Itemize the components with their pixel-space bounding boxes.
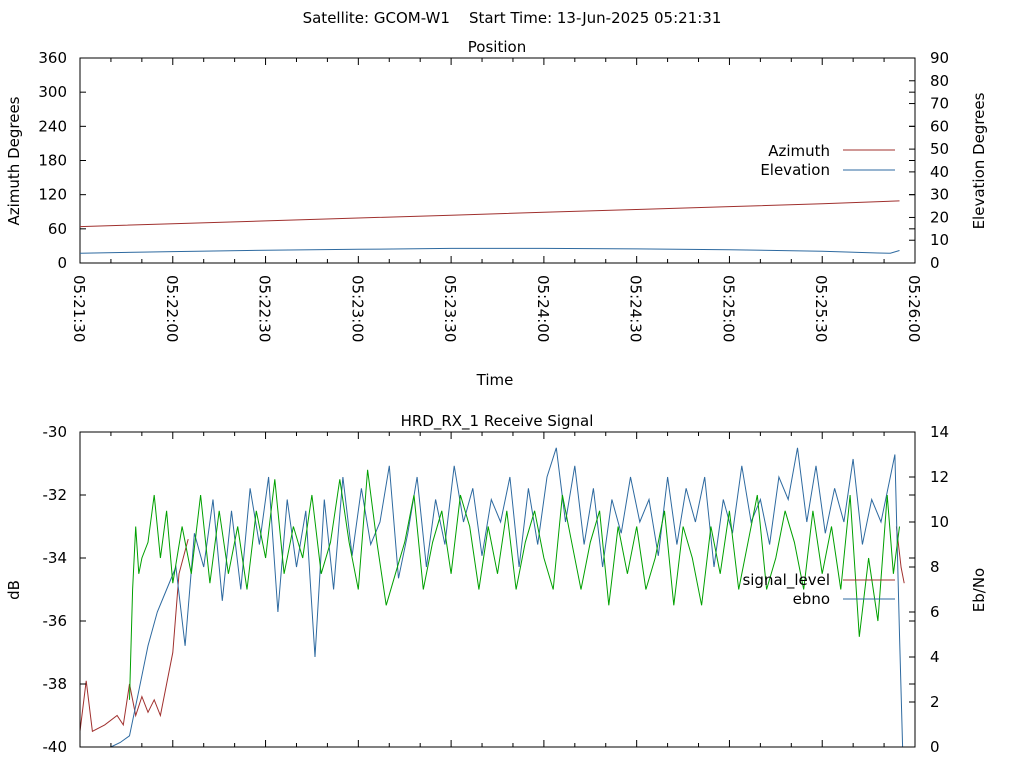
position-x-tick-label: 05:24:00: [534, 275, 552, 342]
position-y2-tick-label: 0: [930, 254, 940, 272]
position-y-tick-label: 300: [38, 83, 67, 101]
series-line-green-trace: [129, 469, 900, 700]
legend-label-signal-level: signal_level: [742, 571, 830, 590]
position-y-tick-label: 180: [38, 152, 67, 170]
legend-label-elevation: Elevation: [760, 161, 830, 179]
receive-y-tick-label: -38: [43, 675, 68, 693]
position-x-tick-label: 05:21:30: [70, 275, 88, 342]
position-y2-tick-label: 70: [930, 95, 949, 113]
position-chart-title: Position: [468, 38, 526, 56]
receive-y-tick-label: -30: [43, 423, 68, 441]
position-y-tick-label: 0: [57, 254, 67, 272]
position-y-tick-label: 360: [38, 49, 67, 67]
position-x-tick-label: 05:23:30: [441, 275, 459, 342]
position-y2-tick-label: 50: [930, 140, 949, 158]
position-y2-tick-label: 40: [930, 163, 949, 181]
position-legend: Azimuth Elevation: [760, 142, 895, 179]
receive-y-tick-label: -34: [43, 549, 68, 567]
series-line-Elevation: [79, 247, 900, 254]
position-x-tick-label: 05:23:00: [348, 275, 366, 342]
receive-legend: signal_level ebno: [742, 571, 895, 608]
position-x-axis-label: Time: [476, 371, 514, 389]
receive-y2-tick-label: 14: [930, 423, 949, 441]
chart-header-title: Satellite: GCOM-W1 Start Time: 13-Jun-20…: [303, 9, 722, 27]
position-x-tick-label: 05:25:00: [719, 275, 737, 342]
position-x-tick-label: 05:25:30: [812, 275, 830, 342]
position-x-tick-label: 05:22:00: [163, 275, 181, 342]
receive-y2-axis-label: Eb/No: [970, 568, 988, 612]
receive-y-tick-label: -36: [43, 612, 68, 630]
receive-signal-chart-title: HRD_RX_1 Receive Signal: [401, 412, 594, 431]
receive-y-axis-label: dB: [5, 580, 23, 600]
position-y2-tick-label: 30: [930, 186, 949, 204]
position-x-tick-label: 05:22:30: [256, 275, 274, 342]
position-y2-tick-label: 90: [930, 49, 949, 67]
position-y2-tick-label: 80: [930, 72, 949, 90]
receive-plot-frame: [79, 431, 916, 748]
legend-label-ebno: ebno: [793, 590, 830, 608]
series-line-ebno: [80, 447, 904, 748]
receive-signal-chart: HRD_RX_1 Receive Signal dB Eb/No -30 -32 -…: [5, 412, 988, 756]
position-x-tick-label: 05:24:30: [627, 275, 645, 342]
legend-label-azimuth: Azimuth: [768, 142, 830, 160]
receive-y2-tick-label: 0: [930, 738, 940, 756]
receive-y2-tick-label: 8: [930, 558, 940, 576]
series-line-Azimuth: [79, 200, 900, 228]
position-y2-tick-label: 20: [930, 208, 949, 226]
position-y2-tick-label: 10: [930, 231, 949, 249]
position-x-tick-label: 05:26:00: [905, 275, 923, 342]
position-y-tick-label: 240: [38, 117, 67, 135]
receive-y2-tick-label: 10: [930, 513, 949, 531]
receive-y2-tick-label: 12: [930, 468, 949, 486]
position-chart: Position Azimuth Degrees Elevation Degre…: [5, 38, 988, 389]
position-y-tick-label: 120: [38, 186, 67, 204]
position-y2-tick-label: 60: [930, 117, 949, 135]
receive-y2-tick-label: 4: [930, 648, 940, 666]
position-y2-axis-label: Elevation Degrees: [970, 92, 988, 229]
receive-y2-tick-label: 2: [930, 693, 940, 711]
position-y-axis-label: Azimuth Degrees: [5, 96, 23, 225]
receive-y2-tick-label: 6: [930, 603, 940, 621]
series-line-signal-level: [79, 538, 189, 733]
receive-y-tick-label: -32: [43, 486, 68, 504]
position-y-tick-label: 60: [48, 220, 67, 238]
receive-y-tick-label: -40: [43, 738, 68, 756]
